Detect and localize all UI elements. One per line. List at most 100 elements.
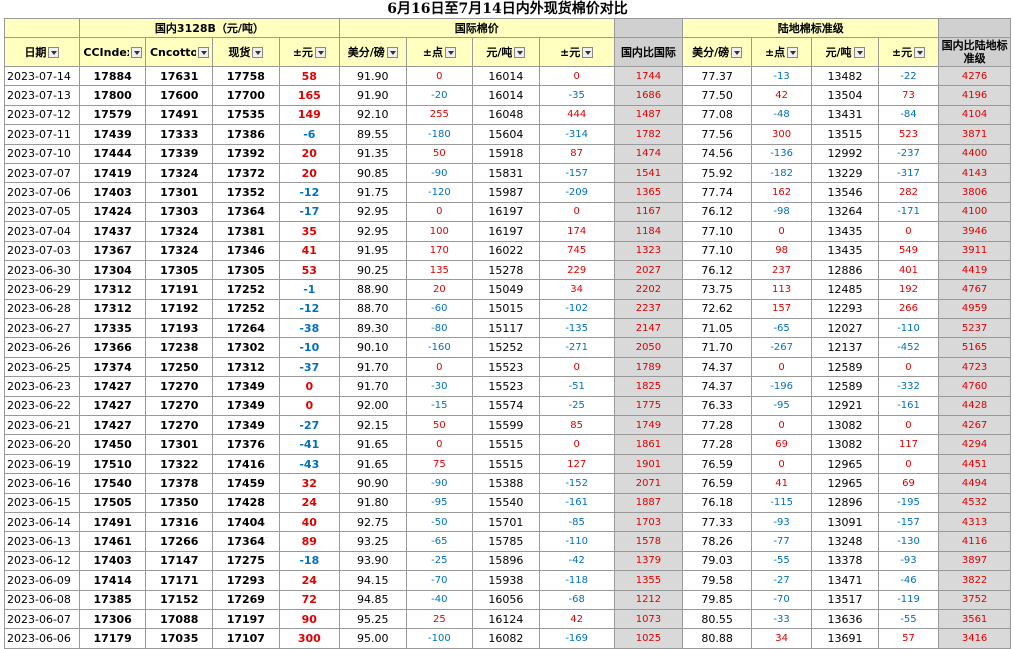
cell-cncotton: 17324 <box>145 162 214 184</box>
filter-dropdown-icon[interactable] <box>853 46 865 58</box>
cell-cncotton: 17339 <box>145 143 214 164</box>
col-spot: 现货 <box>212 37 280 67</box>
cell-cncotton: 17305 <box>145 259 214 281</box>
cell-cmp2: 4419 <box>938 259 1011 281</box>
cell-yuan2: 13435 <box>811 240 879 261</box>
cell-usd1: 91.70 <box>338 376 407 397</box>
cell-usd2: 75.92 <box>682 162 752 184</box>
cell-chg2: -195 <box>877 492 940 513</box>
filter-dropdown-icon[interactable] <box>314 46 326 58</box>
cell-pts1: -30 <box>405 376 474 397</box>
cell-cmp1: 1184 <box>613 221 684 242</box>
cell-pts1: -50 <box>405 511 474 533</box>
cell-chg1: 87 <box>538 143 615 164</box>
cell-chg: -41 <box>278 434 340 455</box>
cell-yuan2: 13431 <box>811 104 879 126</box>
table-row: 2023-07-05 17424 17303 17364 -17 92.95 0 16197 0… <box>4 201 1011 223</box>
cell-yuan1: 16124 <box>472 608 540 630</box>
cell-chg: -6 <box>278 124 340 145</box>
cell-chg1: -157 <box>538 162 615 184</box>
cell-usd2: 77.10 <box>682 221 752 242</box>
cell-yuan1: 15388 <box>472 473 540 494</box>
cell-spot: 17352 <box>212 182 280 203</box>
cell-chg: 0 <box>278 395 340 417</box>
cell-ccindex: 17403 <box>78 550 147 572</box>
cell-usd1: 91.75 <box>338 182 407 203</box>
cell-pts1: -100 <box>405 628 474 649</box>
cell-ccindex: 17491 <box>78 511 147 533</box>
cell-ccindex: 17427 <box>78 376 147 397</box>
cell-usd1: 92.75 <box>338 511 407 533</box>
cell-ccindex: 17579 <box>78 104 147 126</box>
cell-pts2: -115 <box>750 492 813 513</box>
cell-chg: 40 <box>278 511 340 533</box>
filter-dropdown-icon[interactable] <box>787 46 799 58</box>
cell-pts2: -267 <box>750 337 813 358</box>
cell-chg2: 57 <box>877 628 940 649</box>
filter-dropdown-icon[interactable] <box>130 46 142 58</box>
cell-cmp2: 3871 <box>938 124 1011 145</box>
cell-date: 2023-07-04 <box>4 221 80 242</box>
cell-chg1: 0 <box>538 201 615 223</box>
cell-chg2: -55 <box>877 608 940 630</box>
cell-chg1: 127 <box>538 453 615 475</box>
cell-usd2: 77.10 <box>682 240 752 261</box>
cell-yuan1: 15278 <box>472 259 540 281</box>
filter-dropdown-icon[interactable] <box>444 46 456 58</box>
cell-chg: -12 <box>278 298 340 320</box>
cell-cncotton: 17238 <box>145 337 214 358</box>
cell-pts2: 42 <box>750 85 813 106</box>
cell-yuan1: 15896 <box>472 550 540 572</box>
filter-dropdown-icon[interactable] <box>731 46 743 58</box>
cell-chg2: 192 <box>877 279 940 300</box>
cell-spot: 17293 <box>212 570 280 591</box>
cell-chg2: 0 <box>877 221 940 242</box>
cell-chg: -12 <box>278 182 340 203</box>
cell-pts2: -55 <box>750 550 813 572</box>
cell-date: 2023-06-14 <box>4 511 80 533</box>
cell-cmp1: 1744 <box>613 65 684 87</box>
cell-ccindex: 17450 <box>78 434 147 455</box>
cell-yuan2: 13546 <box>811 182 879 203</box>
cell-cmp2: 3416 <box>938 628 1011 649</box>
cell-usd1: 92.15 <box>338 415 407 436</box>
cell-chg2: -22 <box>877 65 940 87</box>
cell-cmp2: 4276 <box>938 65 1011 87</box>
table-row: 2023-06-22 17427 17270 17349 0 92.00 -15 15574-… <box>4 395 1011 417</box>
filter-dropdown-icon[interactable] <box>914 46 926 58</box>
filter-dropdown-icon[interactable] <box>386 46 398 58</box>
cell-chg1: 0 <box>538 356 615 378</box>
filter-dropdown-icon[interactable] <box>48 46 60 58</box>
filter-dropdown-icon[interactable] <box>582 46 594 58</box>
filter-dropdown-icon[interactable] <box>514 46 526 58</box>
table-row: 2023-06-26 17366 17238 17302 -10 90.10 -160 152… <box>4 337 1011 358</box>
cell-cmp1: 1775 <box>613 395 684 417</box>
col-yuan1: 元/吨 <box>472 37 540 67</box>
cell-usd2: 77.08 <box>682 104 752 126</box>
cell-chg1: -42 <box>538 550 615 572</box>
cell-chg1: 745 <box>538 240 615 261</box>
cell-usd1: 88.70 <box>338 298 407 320</box>
cell-chg2: 282 <box>877 182 940 203</box>
cell-chg2: 0 <box>877 453 940 475</box>
cell-yuan1: 15515 <box>472 453 540 475</box>
cell-cncotton: 17191 <box>145 279 214 300</box>
cell-ccindex: 17540 <box>78 473 147 494</box>
cell-cmp2: 3897 <box>938 550 1011 572</box>
cell-chg2: -317 <box>877 162 940 184</box>
cell-ccindex: 17335 <box>78 318 147 339</box>
filter-dropdown-icon[interactable] <box>252 46 264 58</box>
cell-pts1: -40 <box>405 589 474 610</box>
table-row: 2023-06-20 17450 17301 17376 -41 91.65 0 15515 0… <box>4 434 1011 455</box>
cell-ccindex: 17510 <box>78 453 147 475</box>
table-row: 2023-07-12 17579 17491 17535 149 92.10 255 1604… <box>4 104 1011 126</box>
sheet-title: 6月16日至7月14日内外现货棉价对比 <box>387 1 628 17</box>
cell-usd1: 92.95 <box>338 201 407 223</box>
cell-date: 2023-07-06 <box>4 182 80 203</box>
cell-date: 2023-06-25 <box>4 356 80 378</box>
cell-chg2: -237 <box>877 143 940 164</box>
filter-dropdown-icon[interactable] <box>197 46 209 58</box>
col-chg: ±元 <box>278 37 340 67</box>
cell-spot: 17346 <box>212 240 280 261</box>
cell-cmp1: 1212 <box>613 589 684 610</box>
